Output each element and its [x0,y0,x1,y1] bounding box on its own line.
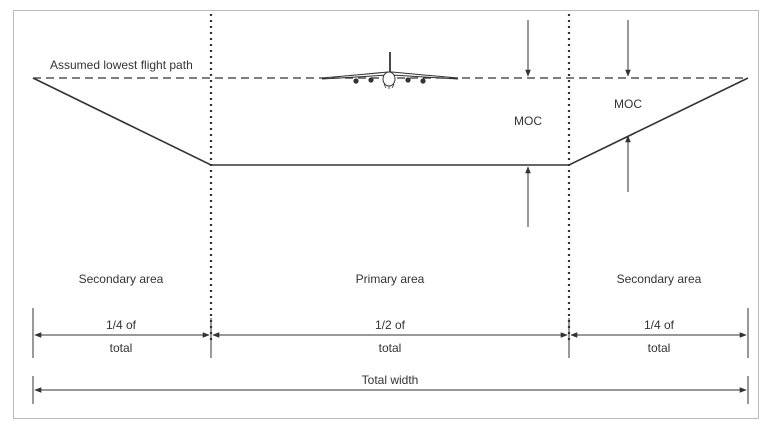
right-fraction-line1: 1/4 of [644,318,675,332]
moc-secondary-label: MOC [614,97,642,111]
aircraft-front-view-icon [321,52,459,89]
middle-fraction-line1: 1/2 of [375,318,406,332]
protection-surface [32,77,749,166]
left-fraction-line2: total [110,341,133,355]
right-fraction-line2: total [648,341,671,355]
primary-area-label: Primary area [356,272,425,286]
middle-fraction-line2: total [379,341,402,355]
moc-primary-label: MOC [514,114,542,128]
total-width-label: Total width [362,373,419,387]
dimension-ticks [32,308,749,404]
secondary-area-right-label: Secondary area [617,272,702,286]
diagram-frame [13,10,759,419]
flight-path-label: Assumed lowest flight path [50,58,193,72]
secondary-area-left-label: Secondary area [79,272,164,286]
left-fraction-line1: 1/4 of [106,318,137,332]
